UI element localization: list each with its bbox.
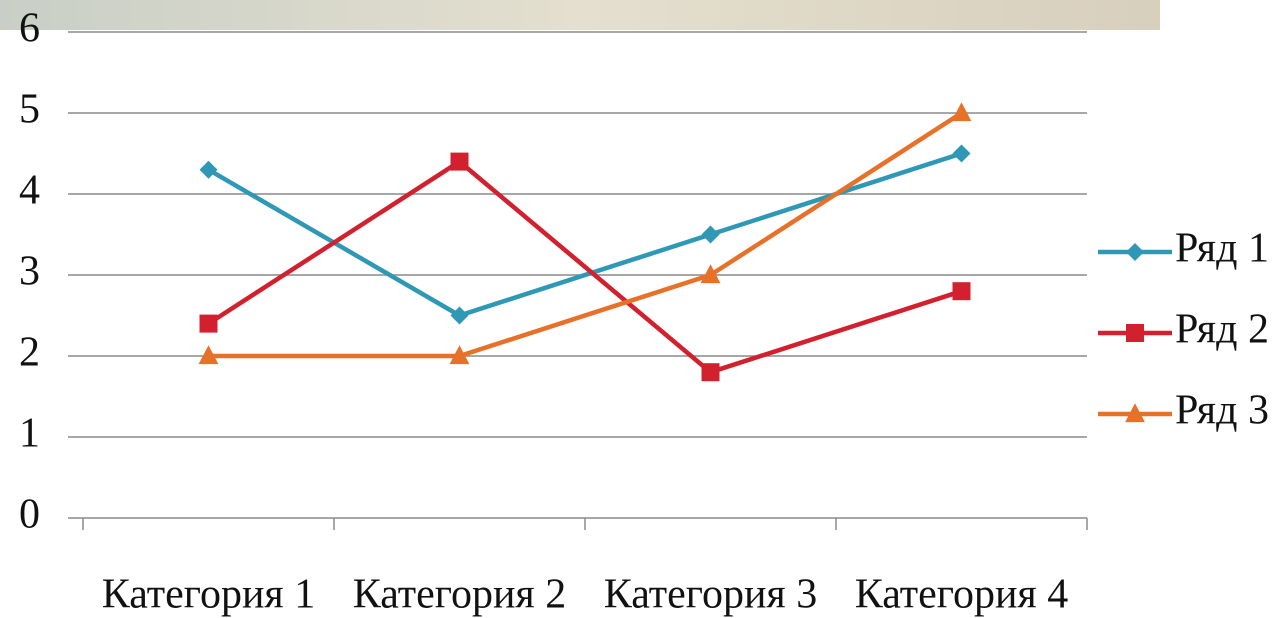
y-tick-label: 3 (19, 249, 40, 295)
marker (953, 145, 971, 163)
marker (200, 315, 218, 333)
series-line (209, 154, 962, 316)
series-line (209, 162, 962, 373)
header-image (0, 0, 1160, 30)
marker (200, 161, 218, 179)
x-tick-label: Категория 1 (102, 572, 316, 618)
legend-label: Ряд 2 (1175, 307, 1269, 353)
x-tick-label: Категория 4 (855, 572, 1069, 618)
marker (701, 264, 721, 283)
marker (1126, 243, 1144, 261)
marker (952, 102, 972, 121)
y-tick-label: 4 (19, 168, 40, 214)
x-tick-label: Категория 2 (353, 572, 567, 618)
chart: 0 1 2 3 4 5 6 Категория 1 Категория 2 Категория 3… (0, 0, 1288, 618)
y-tick-label: 0 (19, 492, 40, 538)
y-tick-label: 2 (19, 330, 40, 376)
marker (451, 307, 469, 325)
y-tick-label: 6 (19, 6, 40, 52)
legend-label: Ряд 3 (1175, 388, 1269, 434)
marker (953, 282, 971, 300)
marker (451, 153, 469, 171)
marker (702, 226, 720, 244)
marker (1126, 324, 1144, 342)
x-tick-label: Категория 3 (604, 572, 818, 618)
y-tick-label: 1 (19, 411, 40, 457)
legend-label: Ряд 1 (1175, 226, 1269, 272)
y-tick-label: 5 (19, 87, 40, 133)
marker (702, 363, 720, 381)
